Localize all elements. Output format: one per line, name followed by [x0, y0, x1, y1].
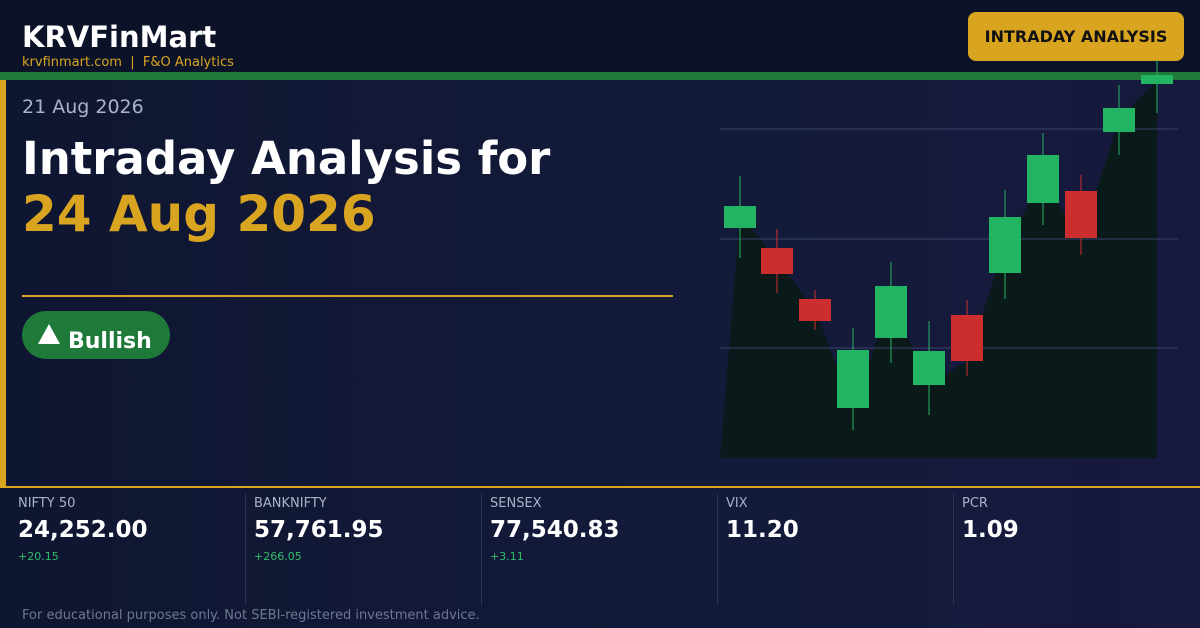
- sentiment-pill: Bullish: [22, 311, 170, 359]
- stat-value: 24,252.00: [18, 517, 148, 543]
- stat-label: PCR: [962, 496, 988, 511]
- stats-rule: [0, 486, 1200, 488]
- candle-body: [1065, 191, 1097, 238]
- candle-body: [799, 299, 831, 321]
- candle-body: [1103, 108, 1135, 132]
- candles: [724, 60, 1173, 430]
- candle-body: [724, 206, 756, 228]
- candle-body: [1027, 155, 1059, 203]
- stat-label: VIX: [726, 496, 748, 511]
- candle-body: [875, 286, 907, 338]
- stat-value: 77,540.83: [490, 517, 620, 543]
- stat-value: 57,761.95: [254, 517, 384, 543]
- candle-body: [761, 248, 793, 274]
- date: 21 Aug 2026: [22, 96, 144, 118]
- grid: [720, 128, 1178, 349]
- candle-body: [951, 315, 983, 361]
- divider: [245, 494, 246, 605]
- area: [720, 80, 1157, 458]
- chart-decoration: [720, 60, 1178, 458]
- stat-change: +3.11: [490, 550, 524, 563]
- candle-body: [913, 351, 945, 385]
- hero-rule: [22, 295, 673, 297]
- stat-change: +20.15: [18, 550, 59, 563]
- stat-value: 1.09: [962, 517, 1019, 543]
- header-rule: [0, 72, 1200, 80]
- stat-label: NIFTY 50: [18, 496, 76, 511]
- accent-bar: [0, 80, 6, 487]
- stat-change: +266.05: [254, 550, 302, 563]
- candle-body: [989, 217, 1021, 273]
- disclaimer: For educational purposes only. Not SEBI-…: [22, 608, 480, 623]
- candle-body: [837, 350, 869, 408]
- stat-value: 11.20: [726, 517, 799, 543]
- heading: Intraday Analysis for: [22, 132, 551, 185]
- stat-label: SENSEX: [490, 496, 542, 511]
- target-date: 24 Aug 2026: [22, 185, 376, 243]
- badge: INTRADAY ANALYSIS: [968, 12, 1184, 61]
- stat-label: BANKNIFTY: [254, 496, 327, 511]
- divider: [481, 494, 482, 605]
- brand: KRVFinMart: [22, 20, 217, 54]
- divider: [953, 494, 954, 605]
- sentiment: Bullish: [68, 329, 152, 354]
- tagline: krvfinmart.com | F&O Analytics: [22, 55, 234, 70]
- candle-body: [1141, 75, 1173, 84]
- up-arrow: [38, 324, 60, 344]
- divider: [717, 494, 718, 605]
